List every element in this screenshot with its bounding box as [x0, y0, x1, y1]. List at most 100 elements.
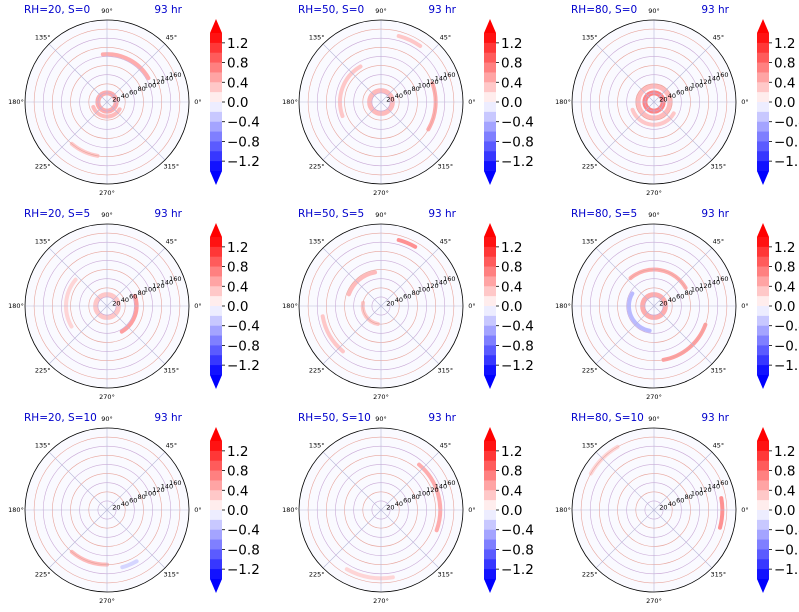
field-arc — [718, 496, 725, 530]
panel-time-label: 93 hr — [154, 208, 182, 220]
colorbar-band — [210, 296, 222, 307]
colorbar-tick-label: −0.8 — [774, 338, 799, 354]
colorbar-tick-label: 0.8 — [227, 464, 248, 480]
colorbar-band — [210, 286, 222, 297]
colorbar-band — [210, 62, 222, 73]
radial-tick-label: 100 — [691, 490, 703, 498]
angle-tick-label: 135° — [582, 34, 598, 42]
angle-tick-label: 315° — [711, 366, 727, 374]
radial-tick-label: 60 — [403, 293, 411, 301]
colorbar-band — [484, 72, 496, 83]
angular-gridline — [595, 509, 655, 569]
colorbar-band — [757, 102, 769, 113]
colorbar-tick-label: −1.2 — [774, 154, 799, 170]
colorbar-band — [210, 161, 222, 172]
radial-tick-label: 140 — [435, 483, 447, 491]
colorbar-band — [757, 111, 769, 123]
angle-tick-label: 180° — [555, 302, 571, 310]
colorbar-extend-high — [484, 223, 496, 237]
angle-tick-label: 315° — [164, 570, 180, 578]
colorbar-band — [484, 266, 496, 277]
angle-tick-label: 270° — [646, 597, 662, 605]
radial-tick-label: 20 — [386, 300, 394, 308]
colorbar-band — [757, 510, 769, 521]
field-arc — [338, 64, 363, 119]
colorbar-tick-label: −0.4 — [227, 319, 260, 335]
colorbar-tick-label: 0.4 — [227, 279, 248, 295]
radial-tick-label: 20 — [112, 504, 120, 512]
colorbar-tick-label: −1.2 — [501, 358, 534, 374]
colorbar-band — [757, 549, 769, 560]
colorbar-extend-low — [484, 375, 496, 389]
radial-tick-label: 60 — [676, 89, 684, 97]
colorbar-band — [484, 450, 496, 462]
angle-tick-label: 180° — [8, 302, 24, 310]
colorbar-band — [484, 161, 496, 172]
colorbar-tick-label: 0.8 — [774, 260, 795, 276]
colorbar-band — [484, 355, 496, 366]
radial-tick-label: 160 — [169, 275, 181, 283]
colorbar-band — [757, 33, 769, 44]
radial-tick-label: 100 — [418, 82, 430, 90]
angle-tick-label: 225° — [309, 162, 325, 170]
radial-tick-label: 20 — [659, 300, 667, 308]
angle-tick-label: 90° — [101, 7, 113, 15]
colorbar-band — [484, 510, 496, 521]
angle-tick-label: 135° — [582, 238, 598, 246]
angle-tick-label: 0° — [468, 506, 475, 514]
angle-tick-label: 180° — [555, 98, 571, 106]
angle-tick-label: 270° — [646, 393, 662, 401]
colorbar-tick-label: 0.0 — [227, 299, 248, 315]
angle-tick-label: 0° — [194, 302, 201, 310]
panel-title: RH=80, S=0 — [571, 4, 637, 16]
colorbar-band — [757, 355, 769, 366]
colorbar-band — [757, 325, 769, 336]
colorbar-extend-low — [210, 171, 222, 185]
radial-tick-label: 120 — [699, 486, 711, 494]
field-arc — [91, 104, 122, 119]
angle-tick-label: 90° — [375, 211, 387, 219]
colorbar-band — [484, 42, 496, 54]
angle-tick-label: 315° — [164, 162, 180, 170]
radial-tick-label: 140 — [161, 279, 173, 287]
colorbar-band — [484, 306, 496, 317]
colorbar-band — [757, 480, 769, 491]
radial-tick-label: 40 — [395, 92, 403, 100]
angle-tick-label: 0° — [194, 506, 201, 514]
radial-tick-label: 40 — [395, 500, 403, 508]
angular-gridline — [595, 305, 655, 365]
colorbar-tick-label: 0.4 — [501, 279, 522, 295]
angle-tick-label: 0° — [741, 506, 748, 514]
colorbar-extend-high — [757, 223, 769, 237]
colorbar-band — [757, 246, 769, 258]
colorbar-extend-high — [210, 223, 222, 237]
radial-tick-label: 120 — [426, 78, 438, 86]
angle-tick-label: 0° — [468, 98, 475, 106]
field-arc — [396, 33, 423, 49]
colorbar-band — [484, 151, 496, 162]
colorbar-tick-label: 0.0 — [774, 299, 795, 315]
colorbar-tick-label: 0.4 — [774, 279, 795, 295]
field-arc — [119, 293, 139, 334]
angle-tick-label: 315° — [711, 162, 727, 170]
colorbar-tick-label: 0.4 — [774, 75, 795, 91]
colorbar-tick-label: 0.0 — [227, 503, 248, 519]
colorbar-band — [484, 480, 496, 491]
colorbar-tick-label: 0.4 — [501, 75, 522, 91]
radial-tick-label: 40 — [668, 92, 676, 100]
radial-tick-label: 140 — [435, 75, 447, 83]
radial-tick-label: 120 — [152, 282, 164, 290]
angle-tick-label: 90° — [648, 211, 660, 219]
colorbar-band — [210, 441, 222, 452]
colorbar-band — [484, 559, 496, 570]
radial-tick-label: 100 — [144, 286, 156, 294]
radial-tick-label: 80 — [685, 289, 693, 297]
panel-title: RH=50, S=0 — [298, 4, 364, 16]
radial-tick-label: 100 — [144, 490, 156, 498]
angle-tick-label: 90° — [375, 415, 387, 423]
colorbar-band — [757, 450, 769, 462]
colorbar-band — [757, 490, 769, 501]
radial-tick-label: 60 — [676, 293, 684, 301]
